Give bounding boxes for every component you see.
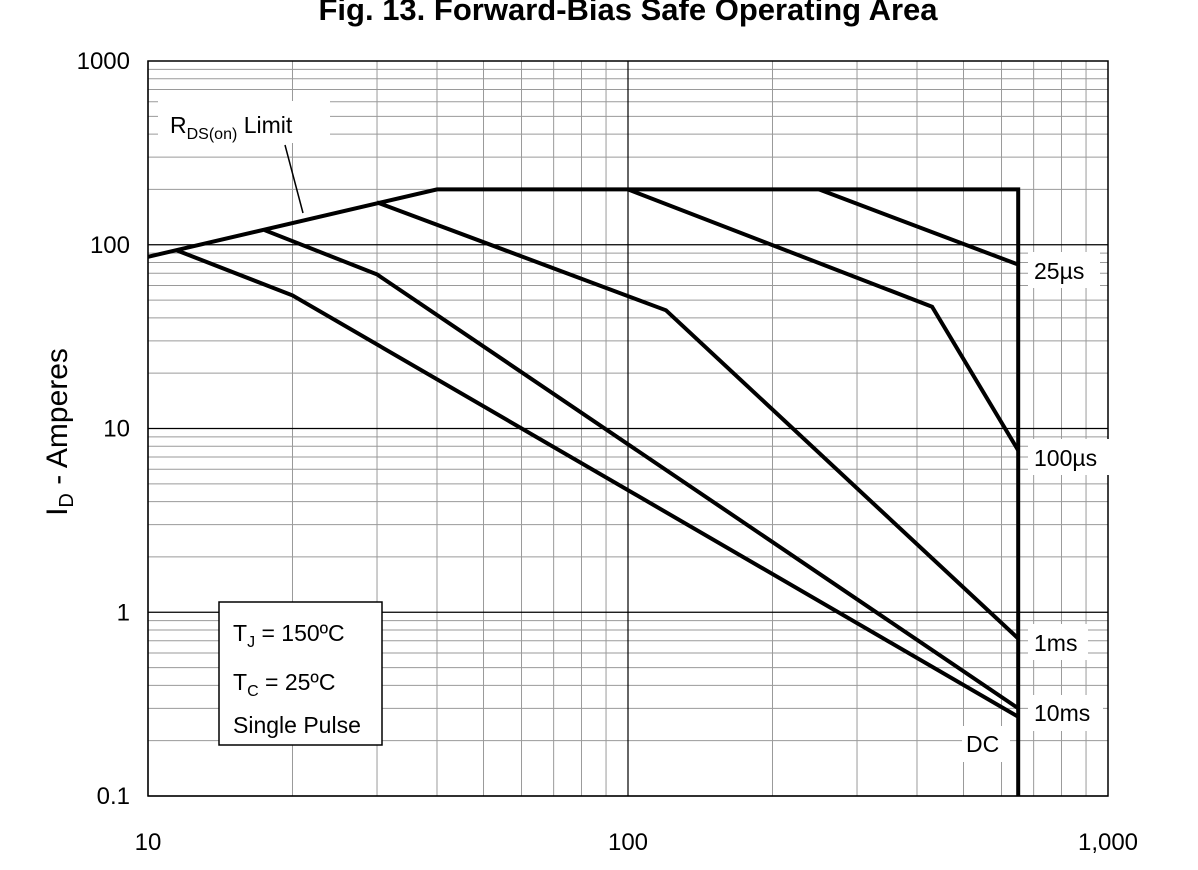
chart-title: Fig. 13. Forward-Bias Safe Operating Are… xyxy=(318,0,938,27)
series-line-10ms-4 xyxy=(263,228,1020,710)
conditions-line-tc: TC = 25ºC xyxy=(233,669,335,700)
series-label-25us: 25µs xyxy=(1034,258,1084,284)
series-line-1ms-3 xyxy=(376,200,1020,640)
y-tick-label: 100 xyxy=(90,232,130,259)
y-tick-label: 1 xyxy=(117,599,130,626)
series-line-dc-5 xyxy=(176,248,1020,719)
tj-main: T xyxy=(233,620,247,646)
series-label-100us: 100µs xyxy=(1034,445,1097,471)
label-100us-bg xyxy=(1028,439,1110,475)
tj-sub: J xyxy=(247,634,255,651)
y-tick-label: 10 xyxy=(103,416,130,443)
x-tick-label: 10 xyxy=(135,829,162,856)
x-tick-label: 1,000 xyxy=(1078,829,1138,856)
y-axis-label-rest: - Amperes xyxy=(41,348,74,493)
label-10ms-bg xyxy=(1028,695,1103,731)
label-25us-bg xyxy=(1028,252,1100,288)
conditions-line-pulse: Single Pulse xyxy=(233,712,361,738)
y-axis-label-main: I xyxy=(41,508,74,516)
rds-limit-sub: DS(on) xyxy=(187,126,238,143)
plot-frame xyxy=(147,60,1109,797)
y-tick-label: 0.1 xyxy=(97,783,130,810)
series-label-1ms: 1ms xyxy=(1034,630,1077,656)
series-line-25us-1 xyxy=(818,187,1019,267)
conditions-line-tj: TJ = 150ºC xyxy=(233,620,345,651)
rds-limit-label: RDS(on) Limit xyxy=(170,112,293,143)
x-tick-labels: 10 100 1,000 xyxy=(135,829,1138,856)
series-label-10ms: 10ms xyxy=(1034,700,1090,726)
label-dc-bg xyxy=(962,726,1010,762)
tc-sub: C xyxy=(247,683,259,700)
rds-limit-main: R xyxy=(170,112,187,138)
rds-limit-label-bg xyxy=(158,101,330,143)
rds-limit-rest: Limit xyxy=(237,112,293,138)
tc-main: T xyxy=(233,669,247,695)
x-tick-label: 100 xyxy=(608,829,648,856)
tc-rest: = 25ºC xyxy=(259,669,336,695)
conditions-box xyxy=(218,601,383,746)
y-axis-label-sub: D xyxy=(56,493,78,507)
series-line-25us-0 xyxy=(147,187,1021,796)
series-line-100us-2 xyxy=(627,187,1020,452)
label-1ms-bg xyxy=(1028,624,1088,660)
tj-rest: = 150ºC xyxy=(255,620,345,646)
y-tick-label: 1000 xyxy=(77,48,130,75)
y-tick-labels: 1000 100 10 1 0.1 xyxy=(77,48,130,810)
y-axis-label: ID - Amperes xyxy=(41,348,78,516)
series-layer xyxy=(147,187,1021,796)
rds-limit-pointer xyxy=(284,144,304,214)
series-label-dc: DC xyxy=(966,731,999,757)
